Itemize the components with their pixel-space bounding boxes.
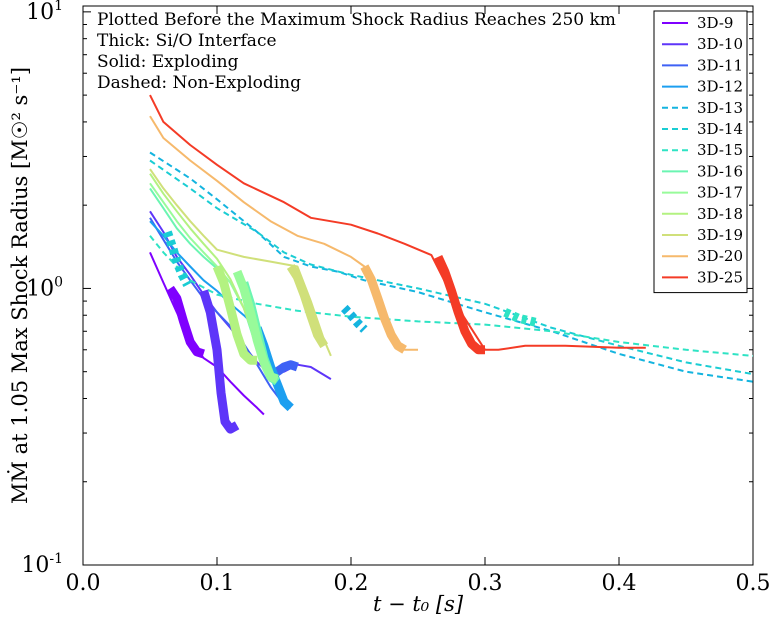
x-axis-label: t − t₀ [s] (373, 592, 464, 616)
series-3d-9-line (149, 251, 265, 416)
legend-label-3d-17: 3D-17 (697, 184, 743, 202)
plot-frame (82, 5, 754, 566)
series-3d-14-line (149, 159, 753, 376)
legend-frame (653, 10, 748, 294)
series-3d-25-line (149, 94, 646, 351)
legend-label-3d-14: 3D-14 (697, 120, 743, 138)
legend-label-3d-15: 3D-15 (697, 141, 743, 159)
series-3d-12-line (149, 220, 258, 329)
series-3d-15-si-o-interface (503, 308, 540, 328)
annotation-line-1: Plotted Before the Maximum Shock Radius … (97, 10, 616, 30)
y-tick-label: 10-1 (21, 551, 63, 578)
series-group (149, 94, 753, 434)
x-tick-label: 0.1 (200, 571, 235, 596)
y-tick-label: 100 (26, 274, 63, 301)
x-tick-label: 0.0 (66, 571, 101, 596)
series-3d-18-line (149, 173, 259, 347)
legend-label-3d-13: 3D-13 (697, 99, 743, 117)
annotation-line-3: Solid: Exploding (97, 52, 239, 72)
series-3d-11-line (149, 217, 292, 409)
legend-label-3d-12: 3D-12 (697, 78, 743, 96)
series-3d-20-si-o-interface (360, 264, 407, 354)
series-3d-17-line (149, 182, 272, 373)
series-3d-18-si-o-interface (212, 264, 258, 365)
x-tick-label: 0.2 (334, 571, 369, 596)
y-axis-label: MṀ at 1.05 Max Shock Radius [M☉² s⁻¹] (8, 67, 32, 504)
legend-label-3d-20: 3D-20 (697, 247, 743, 265)
series-3d-25-si-o-interface (434, 255, 485, 355)
series-3d-9-si-o-interface (166, 285, 205, 359)
series-3d-13-si-o-interface (341, 304, 368, 333)
series-3d-19-si-o-interface (286, 264, 329, 349)
y-tick-label: 101 (26, 0, 63, 25)
annotation-block: Plotted Before the Maximum Shock Radius … (97, 10, 616, 93)
legend-label-3d-19: 3D-19 (697, 226, 743, 244)
legend-label-3d-10: 3D-10 (697, 35, 743, 53)
series-3d-10-si-o-interface (199, 289, 240, 434)
annotation-line-4: Dashed: Non-Exploding (97, 73, 301, 93)
x-tick-label: 0.5 (736, 571, 771, 596)
x-tick-label: 0.3 (468, 571, 503, 596)
x-tick-label: 0.4 (602, 571, 637, 596)
legend-label-3d-18: 3D-18 (697, 205, 743, 223)
legend-label-3d-16: 3D-16 (697, 162, 743, 180)
legend-label-3d-11: 3D-11 (697, 56, 743, 74)
series-3d-17-si-o-interface (232, 269, 279, 384)
legend-label-3d-25: 3D-25 (697, 268, 743, 286)
series-3d-14-si-o-interface (163, 230, 192, 287)
legend-label-3d-9: 3D-9 (697, 14, 733, 32)
annotation-line-2: Thick: Si/O Interface (97, 31, 277, 51)
series-3d-13-line (149, 151, 753, 383)
